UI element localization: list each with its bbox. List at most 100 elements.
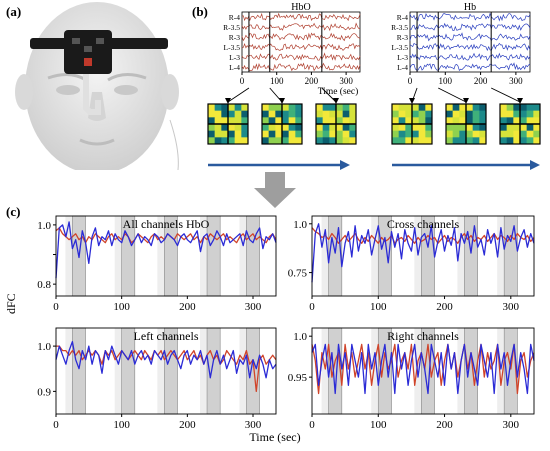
matrix-cell [208,117,215,125]
matrix-cell [214,137,222,145]
matrix-cell [398,137,406,145]
channel-trace [241,22,361,32]
matrix-cell [221,130,229,138]
ytick-label: 0.95 [288,372,308,384]
xtick-label: 200 [305,76,319,86]
xtick-label: 100 [113,301,130,313]
matrix-cell [405,110,413,118]
channel-label: L-4 [397,63,408,72]
matrix-link-arrow [321,87,337,103]
matrix-cell [459,117,467,125]
ytick-label: 0.75 [288,268,308,280]
matrix-cell [342,104,350,111]
arrowhead-icon [463,98,469,104]
matrix-cell [221,124,229,131]
matrix-cell [472,137,480,145]
matrix-cell [425,117,433,125]
matrix-cell [418,117,426,125]
matrix-cell [425,137,433,145]
matrix-cell [262,117,269,125]
matrix-cell [526,117,534,125]
matrix-cell [241,124,249,131]
matrix-cell [513,104,521,111]
signal-plot-frame [409,11,531,73]
matrix-cell [316,124,323,131]
dfc-chart: Cross channels 0 100 200 300 0.75 1.0 [288,215,535,313]
matrix-cell [336,110,343,118]
matrix-cell [262,124,269,131]
chart-title: Cross channels [387,217,460,231]
matrix-cell [282,104,289,111]
time-arrow-head [530,160,540,170]
matrix-cell [295,104,303,111]
matrix-cell [282,137,289,145]
matrix-cell [446,124,453,131]
pre-block-band [414,216,422,296]
matrix-cell [418,137,426,145]
matrix-cell [221,104,229,111]
matrix-cell [418,124,426,131]
matrix-cell [295,110,303,118]
channel-label: R-4 [397,13,409,22]
matrix-cell [288,110,296,118]
connectivity-matrix [207,87,250,145]
matrix-cell [336,137,343,145]
matrix-cell [513,117,521,125]
matrix-cell [228,124,235,131]
pre-block-band [157,216,165,296]
matrix-cell [412,124,419,131]
matrix-cell [526,124,534,131]
time-arrow-head [340,160,350,170]
matrix-cell [405,104,413,111]
matrix-cell [295,130,303,138]
matrix-cell [513,137,521,145]
matrix-cell [452,104,460,111]
channel-label: R-3 [397,33,409,42]
matrix-cell [425,104,433,111]
matrix-cell [228,110,235,118]
matrix-cell [500,104,507,111]
matrix-cell [446,117,453,125]
matrix-cell [506,110,514,118]
channel-label: R-3 [229,33,241,42]
signal-plot-hb: Hb R-4R-3.5R-3L-3.5L-3L-40 100 200 300 [391,2,531,86]
matrix-cell [392,110,399,118]
connectivity-matrix [438,87,487,145]
matrix-cell [262,130,269,138]
matrix-cell [520,117,527,125]
matrix-cell [520,124,527,131]
matrix-cell [520,104,527,111]
matrix-cell [336,117,343,125]
channel-trace [241,12,361,22]
matrix-cell [466,124,473,131]
dfc-series-line [311,227,535,244]
matrix-cell [342,130,350,138]
matrix-cell [322,110,330,118]
matrix-cell [214,110,222,118]
matrix-cell [459,104,467,111]
matrix-cell [268,124,276,131]
matrix-cell [405,117,413,125]
xtick-label: 0 [408,76,413,86]
matrix-cell [336,130,343,138]
matrix-cell [275,130,283,138]
matrix-cell [479,117,487,125]
matrix-cell [228,117,235,125]
xtick-label: 200 [474,76,488,86]
matrix-cell [295,137,303,145]
matrix-cell [506,137,514,145]
ytick-label: 0.8 [37,279,51,291]
matrix-cell [316,117,323,125]
matrix-cell [472,117,480,125]
matrix-cell [349,124,357,131]
pre-block-band [497,216,505,296]
flow-down-arrow-icon [254,172,296,208]
matrix-cell [418,110,426,118]
matrix-cell [241,117,249,125]
pre-block-band [239,328,247,414]
arrowhead-icon [409,98,415,104]
matrix-cell [405,137,413,145]
matrix-cell [282,117,289,125]
